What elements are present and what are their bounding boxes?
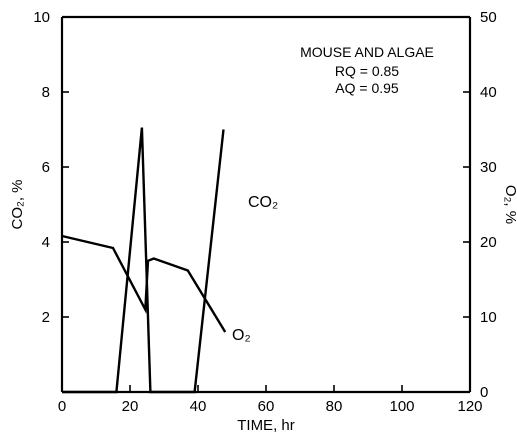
right-axis-label: O₂, % [502,185,517,224]
annotation-aq: AQ = 0.95 [335,80,399,96]
y-right-tick-label-5: 50 [480,9,497,26]
y-left-tick-label-0: 2 [42,309,50,326]
x-tick-label-5: 100 [389,398,414,415]
o2-series-label: O₂ [232,327,251,344]
x-tick-label-2: 40 [190,398,207,415]
left-axis-label: CO₂, % [9,180,26,230]
y-left-tick-label-2: 6 [42,159,50,176]
series-line-1 [61,234,227,333]
y-left-tick-label-4: 10 [33,9,50,26]
x-tick-label-4: 80 [326,398,343,415]
y-left-tick-label-1: 4 [42,234,50,251]
x-tick-label-3: 60 [258,398,275,415]
y-right-tick-label-4: 40 [480,84,497,101]
co2-series-label: CO₂ [248,194,278,211]
x-tick-label-1: 20 [122,398,139,415]
x-tick-label-6: 120 [457,398,482,415]
x-tick-label-0: 0 [58,398,66,415]
y-left-tick-label-3: 8 [42,84,50,101]
annotation-title: MOUSE AND ALGAE [300,44,434,60]
series-layer [61,127,227,394]
x-axis-label: TIME, hr [237,417,295,434]
y-right-tick-label-1: 10 [480,309,497,326]
y-right-tick-label-3: 30 [480,159,497,176]
annotation: MOUSE AND ALGAE RQ = 0.85 AQ = 0.95 [300,44,434,96]
series-line-0 [62,127,225,394]
annotation-rq: RQ = 0.85 [335,63,399,79]
y-right-tick-label-0: 0 [480,384,488,401]
y-right-tick-label-2: 20 [480,234,497,251]
